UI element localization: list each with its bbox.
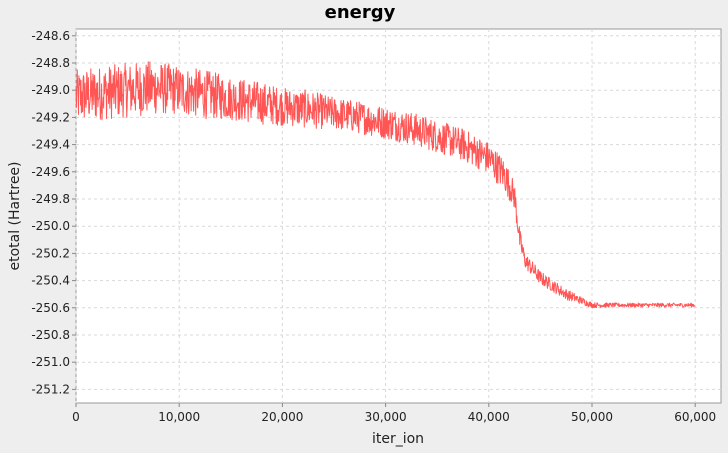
series-layer: [75, 61, 696, 309]
y-axis-ticks: -248.6 -248.8 -249.0 -249.2 -249.4 -249.6 -249…: [31, 29, 76, 396]
y-tick-label: -250.2: [31, 246, 70, 260]
y-tick-label: -250.0: [31, 219, 70, 233]
y-tick-label: -248.8: [31, 56, 70, 70]
x-axis-ticks: 0 10,000 20,000 30,000 40,000 50,000 60,000: [72, 403, 716, 424]
chart-title: energy: [325, 2, 396, 23]
y-tick-label: -251.0: [31, 355, 70, 369]
y-tick-label: -249.2: [31, 110, 70, 124]
x-tick-label: 10,000: [158, 410, 200, 424]
x-tick-label: 0: [72, 410, 80, 424]
x-tick-label: 30,000: [365, 410, 407, 424]
x-tick-label: 50,000: [571, 410, 613, 424]
y-axis-label: etotal (Hartree): [7, 161, 23, 270]
y-tick-label: -251.2: [31, 382, 70, 396]
y-tick-label: -249.4: [31, 138, 70, 152]
y-tick-label: -250.6: [31, 301, 70, 315]
energy-series-line: [75, 61, 696, 309]
x-tick-label: 60,000: [674, 410, 716, 424]
y-tick-label: -249.6: [31, 165, 70, 179]
x-axis-label: iter_ion: [372, 431, 424, 447]
y-tick-label: -249.0: [31, 83, 70, 97]
y-tick-label: -249.8: [31, 192, 70, 206]
x-tick-label: 20,000: [261, 410, 303, 424]
y-tick-label: -250.4: [31, 274, 70, 288]
x-tick-label: 40,000: [468, 410, 510, 424]
y-tick-label: -248.6: [31, 29, 70, 43]
y-tick-label: -250.8: [31, 328, 70, 342]
